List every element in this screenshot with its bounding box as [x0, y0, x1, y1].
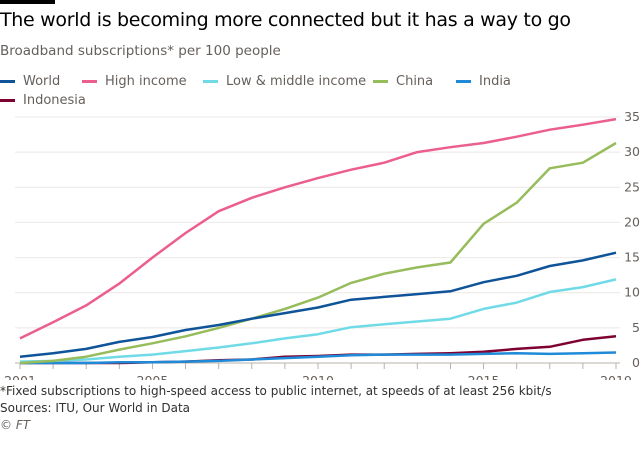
legend-swatch	[0, 80, 15, 83]
legend-swatch	[373, 80, 388, 83]
legend-label: World	[23, 74, 61, 89]
footnote: *Fixed subscriptions to high-speed acces…	[0, 384, 552, 398]
series-line-low-middle-income	[19, 278, 617, 363]
y-tick-label: 25	[624, 179, 640, 194]
line-chart: 0 5 10 15 20 25 30 35 2001 2005 2010 2015 2019	[4, 109, 640, 380]
legend-item: Indonesia	[0, 93, 86, 108]
chart-title: The world is becoming more connected but…	[0, 9, 571, 31]
legend-item: World	[0, 74, 60, 89]
x-tick-label: 2019	[600, 373, 632, 380]
y-tick-label: 35	[624, 109, 640, 124]
y-tick-label: 5	[632, 320, 640, 335]
y-tick-label: 10	[624, 285, 640, 300]
series-line-indonesia	[20, 335, 617, 365]
legend-item: High income	[82, 74, 187, 89]
legend-swatch	[456, 80, 471, 83]
series-line-china	[19, 141, 617, 365]
y-tick-label: 0	[632, 355, 640, 370]
legend-label: Low & middle income	[226, 74, 367, 89]
legend-label: India	[479, 74, 511, 89]
legend-swatch	[203, 80, 218, 83]
series-line-world	[19, 251, 617, 358]
series-line-india	[20, 351, 617, 365]
y-tick-label: 30	[624, 144, 640, 159]
y-tick-label: 15	[624, 250, 640, 265]
chart-subtitle: Broadband subscriptions* per 100 people	[0, 43, 281, 59]
x-tick-label: 2015	[468, 373, 500, 380]
x-tick-label: 2010	[302, 373, 334, 380]
legend-label: High income	[105, 74, 187, 89]
series-line-high-income	[19, 117, 617, 340]
legend-item: Low & middle income	[203, 74, 366, 89]
legend-item: China	[373, 74, 433, 89]
ft-credit: © FT	[0, 418, 31, 432]
x-tick-label: 2001	[4, 373, 36, 380]
y-tick-label: 20	[624, 214, 640, 229]
legend-swatch	[82, 80, 97, 83]
sources: Sources: ITU, Our World in Data	[0, 401, 191, 415]
brand-bar	[0, 0, 55, 4]
x-tick-label: 2005	[137, 373, 169, 380]
legend-label: China	[396, 74, 434, 89]
legend-label: Indonesia	[23, 93, 86, 108]
legend-item: India	[456, 74, 511, 89]
legend-swatch	[0, 99, 15, 102]
